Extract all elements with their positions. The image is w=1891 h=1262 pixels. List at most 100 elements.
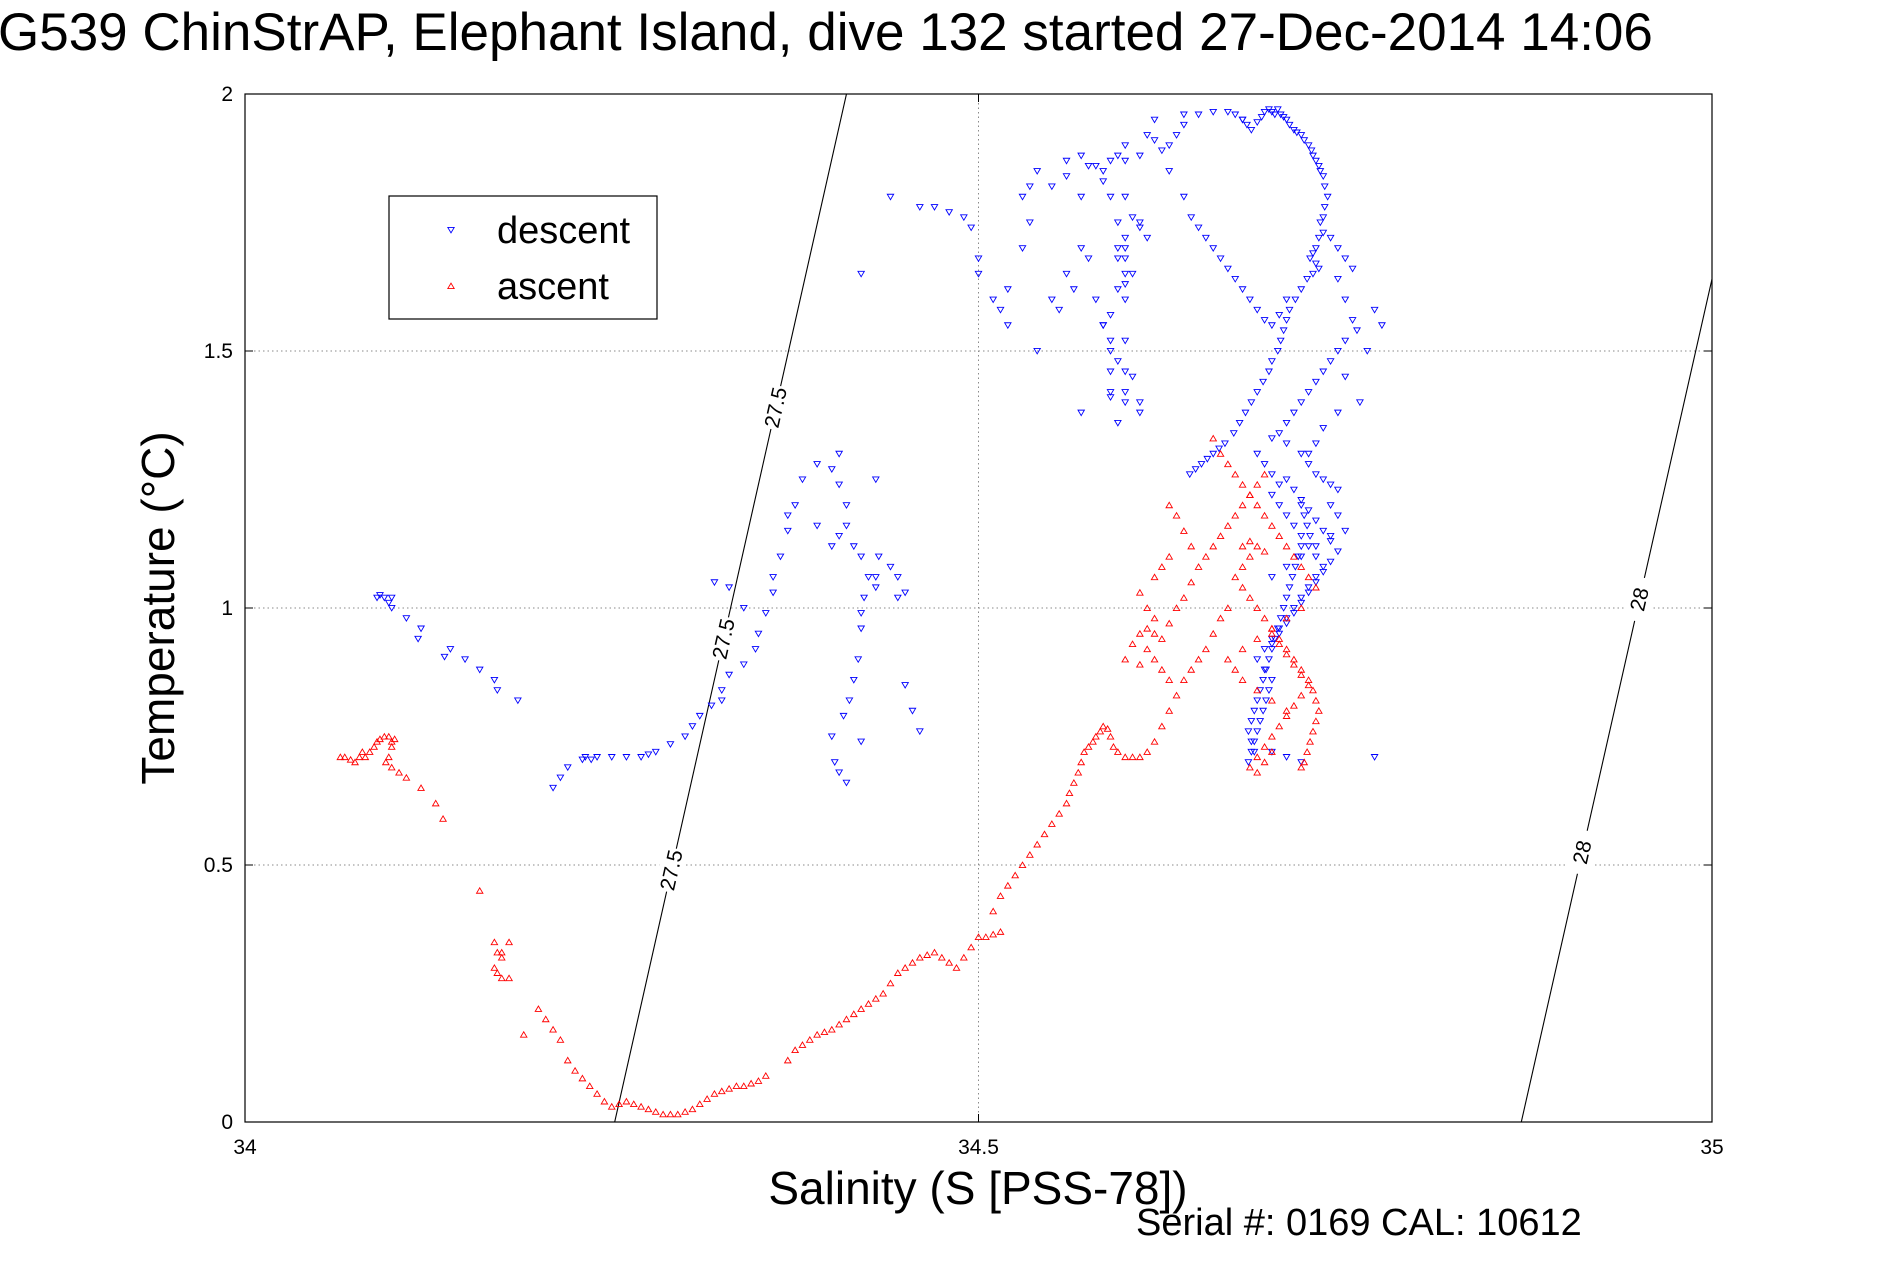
ascent-point (549, 1025, 558, 1033)
descent-point (402, 615, 411, 623)
ascent-point (1194, 563, 1203, 570)
ascent-point (805, 1035, 814, 1043)
ascent-point (915, 953, 924, 961)
ascent-point (761, 1071, 770, 1079)
descent-point (1311, 471, 1320, 479)
descent-point (1276, 337, 1285, 345)
descent-point (1311, 574, 1320, 581)
ascent-point (732, 1082, 741, 1090)
ascent-point (600, 1097, 609, 1105)
ascent-point (1187, 665, 1196, 673)
ascent-point (637, 1102, 646, 1110)
descent-point (1297, 533, 1306, 540)
descent-point (1062, 173, 1071, 181)
descent-point (1121, 193, 1130, 201)
x-tick-label: 34.5 (958, 1136, 999, 1159)
ascent-point (1223, 521, 1232, 529)
ascent-point (607, 1102, 616, 1110)
ascent-point (1216, 450, 1225, 457)
ascent-point (1297, 563, 1306, 570)
descent-point (1253, 306, 1262, 314)
ascent-point (1165, 619, 1174, 627)
descent-point (1308, 152, 1317, 160)
ascent-point (1238, 542, 1247, 550)
descent-point (1157, 147, 1166, 155)
ascent-point (871, 994, 880, 1002)
descent-point (1289, 604, 1298, 612)
ascent-point (1179, 676, 1188, 683)
ascent-point (996, 892, 1005, 899)
descent-point (587, 756, 596, 764)
ascent-point (1260, 614, 1269, 622)
descent-point (739, 661, 748, 669)
descent-point (1209, 450, 1218, 458)
isopycnal-line (1520, 278, 1712, 1122)
descent-point (1297, 553, 1306, 561)
ascent-point (813, 1030, 822, 1038)
descent-point (493, 687, 502, 695)
ascent-point (908, 958, 917, 966)
descent-point (1297, 132, 1306, 139)
ascent-point (1216, 532, 1225, 540)
descent-point (871, 574, 880, 581)
descent-point (857, 553, 866, 561)
descent-point (893, 574, 902, 581)
ascent-point (747, 1079, 756, 1087)
descent-point (725, 671, 734, 679)
ascent-point (1077, 758, 1086, 766)
descent-point (1273, 347, 1282, 355)
ascent-point (1121, 655, 1130, 663)
descent-point (1099, 322, 1108, 330)
descent-point (915, 728, 924, 736)
ascent-point (952, 964, 961, 971)
ascent-point (798, 1041, 807, 1048)
ascent-point (1018, 861, 1027, 869)
legend-ascent-label: ascent (497, 266, 609, 308)
descent-point (1113, 219, 1122, 227)
descent-point (1289, 409, 1298, 417)
descent-point (1113, 286, 1122, 294)
ascent-point (1194, 655, 1203, 663)
descent-point (1216, 255, 1225, 263)
legend-descent-glyph (447, 226, 455, 234)
isopycnal-label-bg (758, 383, 794, 432)
descent-point (1300, 512, 1309, 520)
descent-point (1289, 486, 1298, 494)
descent-point (1300, 137, 1309, 145)
descent-point (1326, 502, 1335, 509)
descent-point (1273, 625, 1282, 633)
descent-point (1247, 126, 1256, 134)
ascent-point (1080, 748, 1089, 755)
descent-point (1285, 584, 1294, 592)
descent-point (1282, 419, 1291, 427)
descent-point (1259, 676, 1268, 684)
descent-point (1304, 507, 1313, 515)
descent-point (959, 214, 968, 222)
serial-calibration-note: Serial #: 0169 CAL: 10612 (1136, 1202, 1582, 1244)
ascent-point (541, 1015, 550, 1023)
descent-point (1121, 399, 1130, 407)
descent-point (1333, 512, 1342, 520)
descent-point (1229, 430, 1238, 438)
descent-point (751, 646, 760, 653)
ascent-point (1245, 552, 1254, 560)
ascent-point (1011, 871, 1020, 879)
isopycnal-label: 27.5 (656, 848, 687, 893)
ascent-point (563, 1056, 572, 1064)
descent-point (1121, 337, 1130, 345)
descent-point (1003, 322, 1012, 330)
ascent-point (1308, 686, 1317, 694)
descent-point (1297, 543, 1306, 551)
ascent-point (395, 768, 404, 776)
descent-point (839, 712, 848, 720)
isopycnal-label: 28 (1569, 838, 1597, 866)
ascent-point (336, 753, 345, 761)
descent-point (1352, 327, 1361, 335)
ascent-point (1150, 737, 1159, 745)
descent-point (1306, 533, 1315, 540)
ascent-point (659, 1110, 668, 1118)
descent-point (1047, 296, 1056, 304)
y-tick-label: 1 (221, 597, 233, 620)
descent-point (1279, 327, 1288, 335)
descent-point (1256, 718, 1265, 725)
